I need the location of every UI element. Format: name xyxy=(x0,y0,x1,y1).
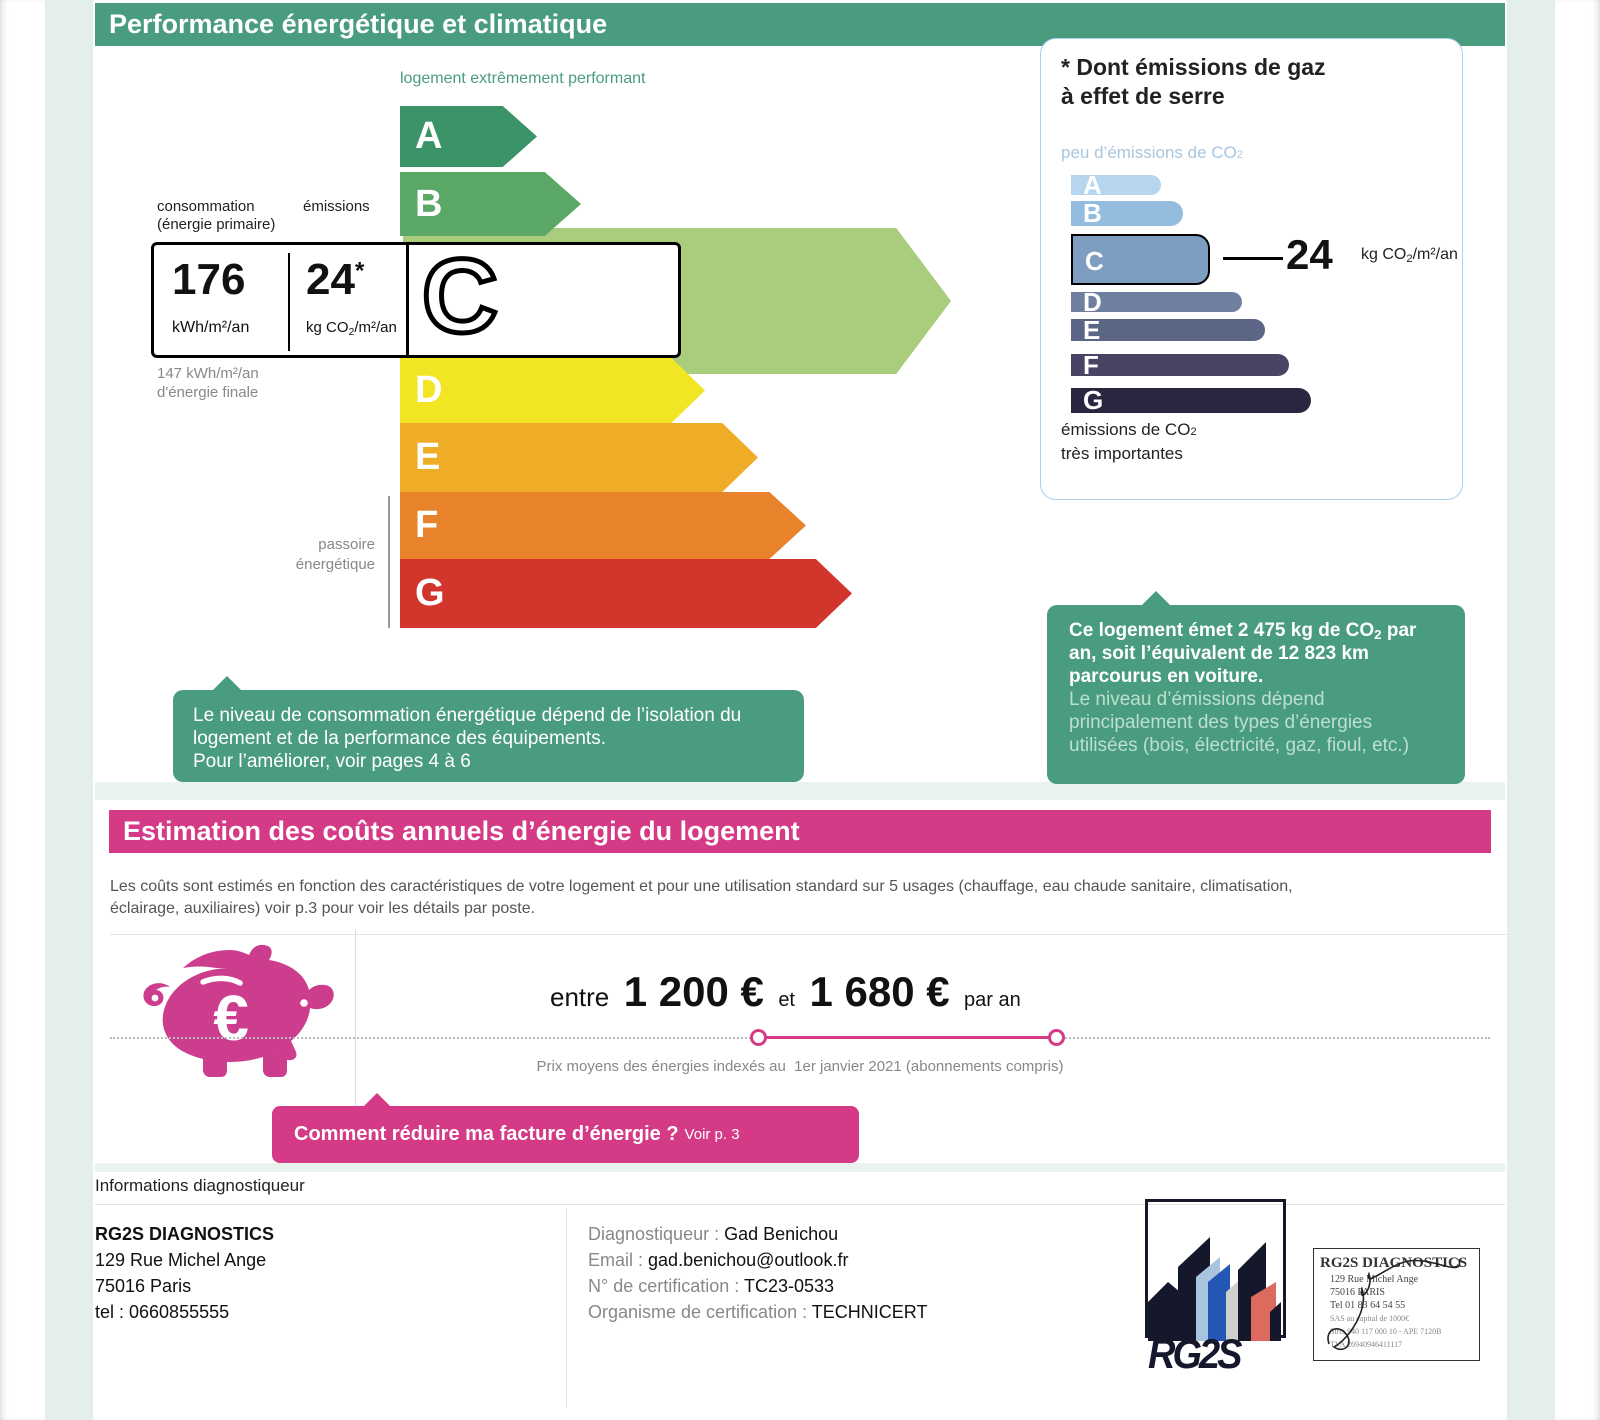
svg-text:€: € xyxy=(213,982,249,1054)
